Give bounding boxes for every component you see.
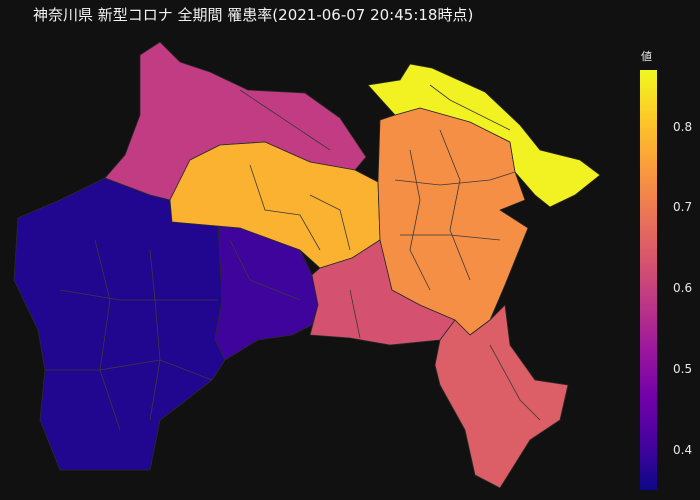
colorbar-tick-label: 0.7: [673, 200, 693, 215]
colorbar-title: 値: [641, 50, 652, 63]
colorbar-tick-label: 0.4: [673, 442, 693, 457]
colorbar-tick-label: 0.5: [673, 361, 693, 376]
colorbar-tick-label: 0.8: [673, 119, 693, 134]
region-kawasaki[interactable]: [367, 63, 601, 208]
map-title: 神奈川県 新型コロナ 全期間 罹患率(2021-06-07 20:45:18時点…: [33, 6, 474, 24]
region-miura[interactable]: [434, 304, 569, 489]
colorbar: [640, 70, 657, 490]
colorbar-tick-label: 0.6: [673, 281, 693, 296]
